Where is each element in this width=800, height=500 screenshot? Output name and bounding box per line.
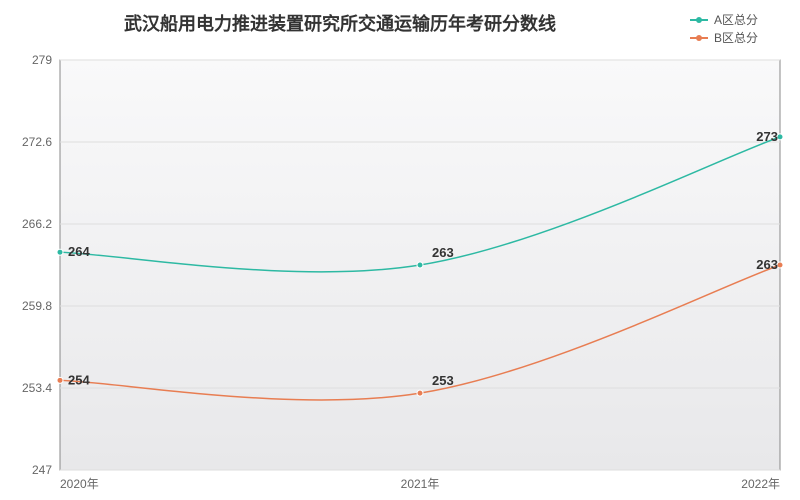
series-marker [417,262,423,268]
series-marker [417,390,423,396]
chart-container: 247 253.4 259.8 266.2 272.6 279 2020年 2021年 2022… [0,0,800,500]
line-chart: 247 253.4 259.8 266.2 272.6 279 2020年 2021年 2022… [0,0,800,500]
data-label: 253 [432,373,454,388]
y-tick-label: 247 [32,463,52,477]
y-tick-label: 259.8 [22,299,52,313]
data-label: 264 [68,244,90,259]
legend-marker-dot [696,17,702,23]
y-tick-label: 253.4 [22,381,52,395]
series-marker [57,377,63,383]
y-tick-label: 272.6 [22,135,52,149]
y-tick-label: 279 [32,53,52,67]
x-tick-label: 2021年 [401,477,440,491]
series-marker [57,249,63,255]
data-label: 273 [756,129,778,144]
legend-marker-dot [696,35,702,41]
data-label: 254 [68,372,90,387]
legend-label: A区总分 [714,13,758,27]
data-label: 263 [756,257,778,272]
x-tick-label: 2022年 [741,477,780,491]
chart-title: 武汉船用电力推进装置研究所交通运输历年考研分数线 [124,13,556,34]
y-tick-label: 266.2 [22,217,52,231]
legend-label: B区总分 [714,31,758,45]
data-label: 263 [432,245,454,260]
x-tick-label: 2020年 [60,477,99,491]
